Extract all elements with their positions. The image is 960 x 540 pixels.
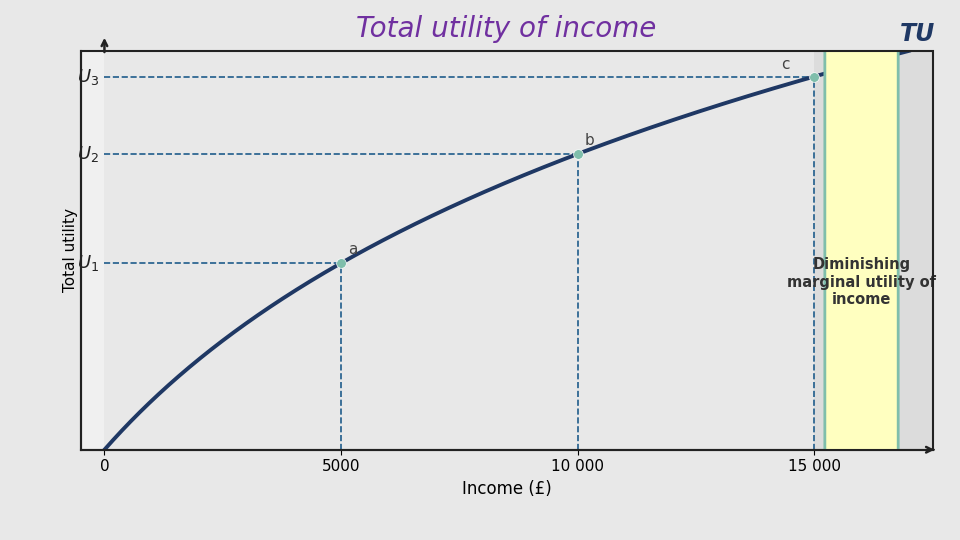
- Text: b: b: [585, 133, 594, 148]
- Text: c: c: [781, 57, 789, 72]
- FancyBboxPatch shape: [825, 0, 899, 540]
- X-axis label: Income (£): Income (£): [462, 480, 551, 498]
- Bar: [81, 51, 105, 450]
- Text: Diminishing
marginal utility of
income: Diminishing marginal utility of income: [787, 258, 936, 307]
- Text: $U_2$: $U_2$: [77, 144, 99, 164]
- Text: a: a: [348, 242, 357, 258]
- Text: $U_1$: $U_1$: [77, 253, 99, 273]
- Title: Total utility of income: Total utility of income: [356, 15, 657, 43]
- Text: $U_3$: $U_3$: [77, 66, 99, 86]
- Bar: [814, 51, 932, 450]
- Text: TU: TU: [900, 22, 935, 46]
- Y-axis label: Total utility: Total utility: [63, 208, 78, 292]
